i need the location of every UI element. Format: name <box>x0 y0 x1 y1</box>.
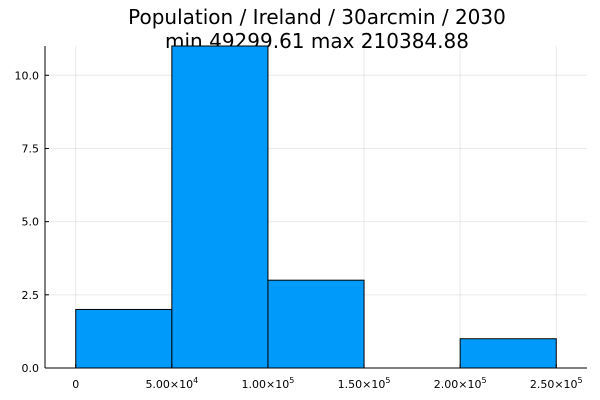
y-tick-label: 0.0 <box>22 362 40 375</box>
x-tick-label: 0 <box>72 378 79 391</box>
x-tick-label: 2.00×105 <box>434 376 487 391</box>
y-tick-label: 5.0 <box>22 216 40 229</box>
chart-title: Population / Ireland / 30arcmin / 2030 <box>128 5 506 29</box>
x-tick-label: 1.00×105 <box>242 376 295 391</box>
histogram-bar-2 <box>267 279 365 369</box>
histogram-bar-1 <box>171 45 269 369</box>
y-tick-label: 7.5 <box>22 142 40 155</box>
x-tick-label: 5.00×104 <box>145 376 198 391</box>
y-tick-label: 10.0 <box>15 69 40 82</box>
bars <box>75 45 557 369</box>
x-tick-label: 2.50×105 <box>530 376 583 391</box>
histogram-bar-4 <box>459 338 557 369</box>
histogram-bar-0 <box>75 308 173 369</box>
x-tick-label: 1.50×105 <box>338 376 391 391</box>
y-tick-label: 2.5 <box>22 289 40 302</box>
tick-labels: 0 5.00×104 1.00×105 1.50×105 2.00×105 2.50×10… <box>15 69 583 391</box>
axes <box>44 46 587 369</box>
